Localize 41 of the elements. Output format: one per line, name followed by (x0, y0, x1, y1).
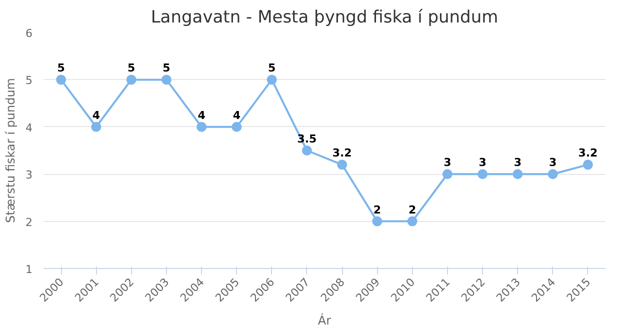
point (126, 74, 136, 85)
data-label: 2 (373, 203, 382, 216)
data-label: 3.5 (297, 132, 317, 146)
point (478, 169, 488, 180)
point (512, 169, 523, 180)
point (548, 169, 558, 180)
data-label: 5 (127, 62, 136, 75)
data-label: 3 (548, 156, 557, 170)
data-label: 3 (514, 156, 522, 170)
point (56, 74, 66, 85)
data-label: 4 (92, 108, 100, 122)
point (442, 169, 452, 180)
point (337, 160, 348, 170)
data-label: 4 (198, 108, 206, 122)
point (91, 122, 102, 132)
y-tick-label: 4 (26, 121, 32, 134)
y-tick-label: 6 (26, 27, 32, 40)
point (582, 160, 593, 170)
data-label: 3 (478, 156, 486, 170)
point (372, 216, 382, 226)
x-axis-title: Ár (318, 312, 332, 328)
data-label: 5 (57, 62, 65, 75)
y-tick-label: 3 (26, 168, 32, 182)
data-label: 4 (232, 108, 241, 122)
y-axis-title: Stærstu fiskar í pundum (4, 78, 18, 223)
data-label: 2 (408, 203, 416, 216)
data-label: 3 (444, 156, 452, 170)
point (302, 146, 312, 156)
y-tick-label: 2 (26, 216, 32, 229)
data-label: 3.2 (578, 146, 598, 160)
point (196, 122, 207, 132)
data-label: 5 (268, 62, 276, 75)
point (407, 216, 418, 226)
data-label: 5 (162, 62, 170, 75)
y-tick-label: 1 (26, 263, 32, 276)
y-tick-label: 5 (26, 74, 32, 88)
point (232, 122, 242, 132)
point (161, 74, 172, 85)
data-label: 3.2 (332, 146, 352, 160)
chart-title: Langavatn - Mesta þyngd fiska í pundum (150, 8, 498, 28)
point (266, 74, 277, 85)
